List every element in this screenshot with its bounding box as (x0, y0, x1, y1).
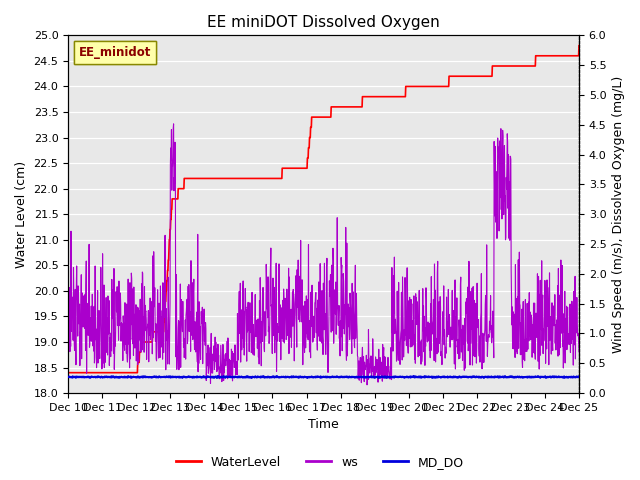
Y-axis label: Wind Speed (m/s), Dissolved Oxygen (mg/L): Wind Speed (m/s), Dissolved Oxygen (mg/L… (612, 76, 625, 353)
Legend: EE_minidot: EE_minidot (74, 41, 156, 64)
X-axis label: Time: Time (308, 419, 339, 432)
Y-axis label: Water Level (cm): Water Level (cm) (15, 161, 28, 268)
Legend: WaterLevel, ws, MD_DO: WaterLevel, ws, MD_DO (171, 451, 469, 474)
Title: EE miniDOT Dissolved Oxygen: EE miniDOT Dissolved Oxygen (207, 15, 440, 30)
